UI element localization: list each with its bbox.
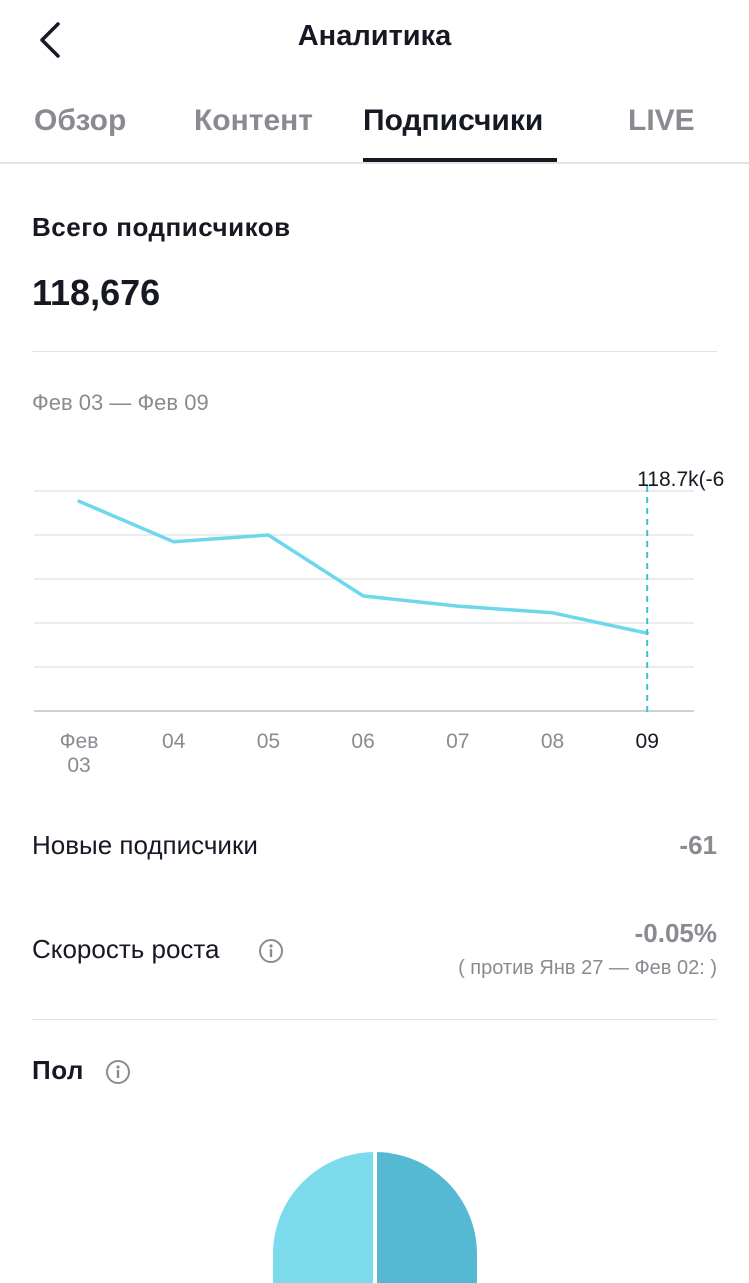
x-tick-label: 08 xyxy=(541,730,564,753)
pie-slice-right[interactable] xyxy=(375,1152,477,1283)
growth-rate-value: -0.05% xyxy=(634,918,717,948)
x-tick-label: 06 xyxy=(351,730,374,753)
gender-pie-chart xyxy=(273,1150,477,1283)
divider xyxy=(32,1019,717,1020)
x-tick-label: 07 xyxy=(446,730,469,753)
header: Аналитика xyxy=(0,0,749,80)
chevron-left-icon xyxy=(40,22,60,58)
page-title: Аналитика xyxy=(297,20,452,52)
pie-slice-left[interactable] xyxy=(273,1152,375,1283)
total-followers-label: Всего подписчиков xyxy=(32,212,291,242)
tab-content[interactable]: Контент xyxy=(194,104,313,137)
new-followers-value: -61 xyxy=(679,830,717,860)
tab-bar: Обзор Контент Подписчики LIVE xyxy=(0,88,749,164)
divider xyxy=(32,351,717,352)
growth-rate-comparison: ( против Янв 27 — Фев 02: ) xyxy=(458,957,717,979)
date-range: Фев 03 — Фев 09 xyxy=(32,390,209,415)
x-tick-label: 04 xyxy=(162,730,186,753)
total-followers-value: 118,676 xyxy=(32,272,161,313)
x-tick-label: Фев 03 xyxy=(60,730,99,777)
selected-day-value: 118.7k(-6 xyxy=(637,468,724,491)
followers-series-line xyxy=(77,499,649,635)
x-tick-label: 09 xyxy=(636,730,659,753)
info-icon[interactable] xyxy=(258,938,284,964)
tab-overview[interactable]: Обзор xyxy=(34,104,127,137)
tab-followers[interactable]: Подписчики xyxy=(363,104,544,137)
info-icon[interactable] xyxy=(105,1059,131,1085)
followers-chart: 118.7k(-6 Фев 03 04 05 06 07 08 09 xyxy=(34,468,724,777)
active-tab-indicator xyxy=(363,158,557,162)
growth-rate-label: Скорость роста xyxy=(32,934,220,964)
new-followers-label: Новые подписчики xyxy=(32,830,258,860)
gender-label: Пол xyxy=(32,1055,84,1085)
back-button[interactable] xyxy=(30,18,74,62)
x-tick-label: 05 xyxy=(257,730,280,753)
tab-live[interactable]: LIVE xyxy=(628,104,695,137)
